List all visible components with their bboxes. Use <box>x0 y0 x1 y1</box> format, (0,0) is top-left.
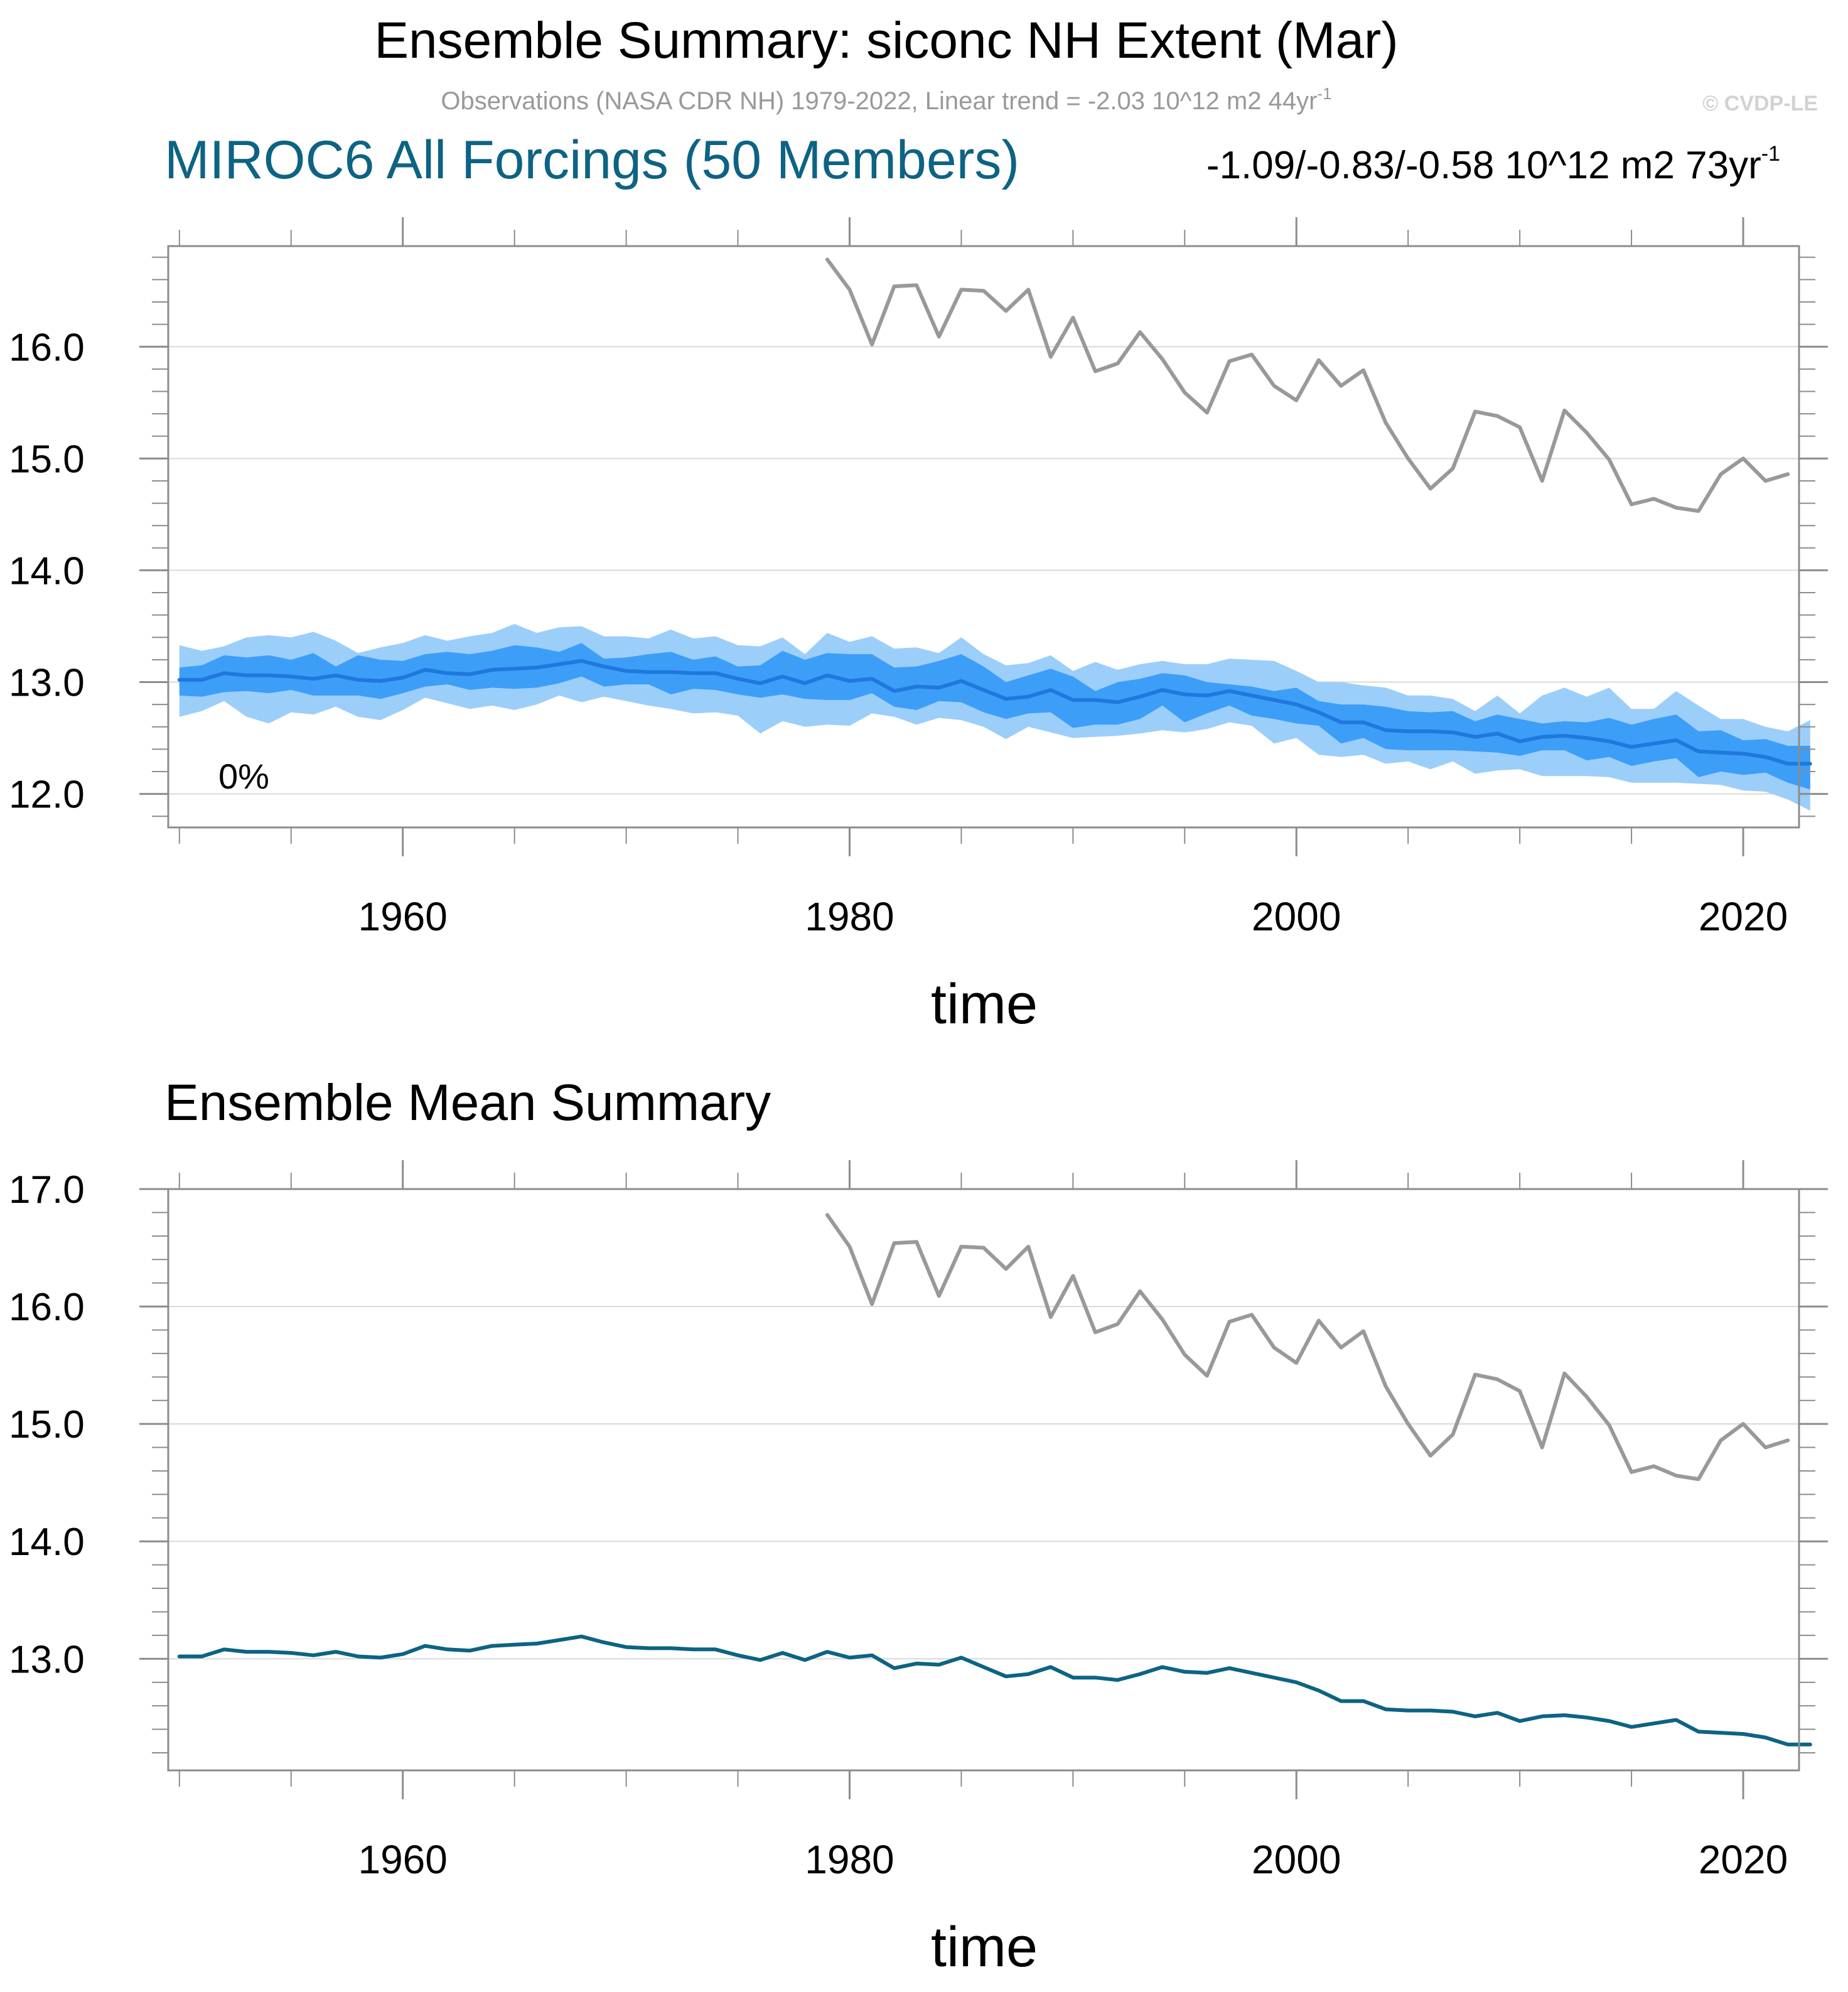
y-tick-label: 13.0 <box>9 1638 85 1681</box>
y-tick-label: 17.0 <box>9 1168 85 1212</box>
x-axis-label: time <box>931 1916 1038 1979</box>
y-tick-label: 16.0 <box>9 326 85 369</box>
model-title: MIROC6 All Forcings (50 Members) <box>164 130 1019 190</box>
model-trend-text: -1.09/-0.83/-0.58 10^12 m2 73yr <box>1206 144 1761 187</box>
watermark: © CVDP-LE <box>1702 92 1818 116</box>
ensemble-mean-panel: Ensemble Mean Summary 13.0 14.0 15.0 16.0 17… <box>9 1074 1828 1979</box>
y-tick-label: 12.0 <box>9 773 85 817</box>
axes: 12.0 13.0 14.0 15.0 16.0 1960 1980 2000 2020 <box>9 217 1828 939</box>
model-trend: -1.09/-0.83/-0.58 10^12 m2 73yr-1 <box>1206 142 1780 187</box>
x-tick-label: 1980 <box>805 894 894 939</box>
y-tick-label: 15.0 <box>9 1403 85 1446</box>
y-tick-label: 13.0 <box>9 662 85 705</box>
obs-trend-note: Observations (NASA CDR NH) 1979-2022, Li… <box>441 84 1331 115</box>
ensemble-mean-line <box>177 659 1812 766</box>
axes: 13.0 14.0 15.0 16.0 17.0 1960 1980 2000 2020 <box>9 1160 1828 1882</box>
plot-frame <box>167 1188 1800 1772</box>
plot-frame <box>167 245 1800 829</box>
x-tick-label: 1960 <box>358 894 447 939</box>
obs-trend-text: Observations (NASA CDR NH) 1979-2022, Li… <box>441 87 1317 115</box>
x-tick-label: 2000 <box>1252 1837 1341 1882</box>
plot-data <box>177 1213 1812 1747</box>
percent-annotation: 0% <box>218 756 269 796</box>
panel-title: Ensemble Mean Summary <box>164 1074 771 1131</box>
model-trend-sup: -1 <box>1761 142 1780 166</box>
y-tick-label: 16.0 <box>9 1286 85 1329</box>
ensemble-mean-line <box>177 1634 1812 1747</box>
plot-data <box>177 257 1812 811</box>
x-tick-label: 2000 <box>1252 894 1341 939</box>
x-axis-label: time <box>931 973 1038 1036</box>
x-tick-label: 2020 <box>1699 1837 1788 1882</box>
obs-trend-sup: -1 <box>1318 84 1332 103</box>
y-tick-label: 14.0 <box>9 549 85 593</box>
y-tick-label: 15.0 <box>9 438 85 481</box>
x-tick-label: 2020 <box>1699 894 1788 939</box>
x-tick-label: 1980 <box>805 1837 894 1882</box>
x-tick-label: 1960 <box>358 1837 447 1882</box>
figure-title: Ensemble Summary: siconc NH Extent (Mar) <box>374 12 1398 69</box>
y-tick-label: 14.0 <box>9 1521 85 1564</box>
observations-line <box>825 257 1790 513</box>
observations-line <box>825 1213 1790 1482</box>
